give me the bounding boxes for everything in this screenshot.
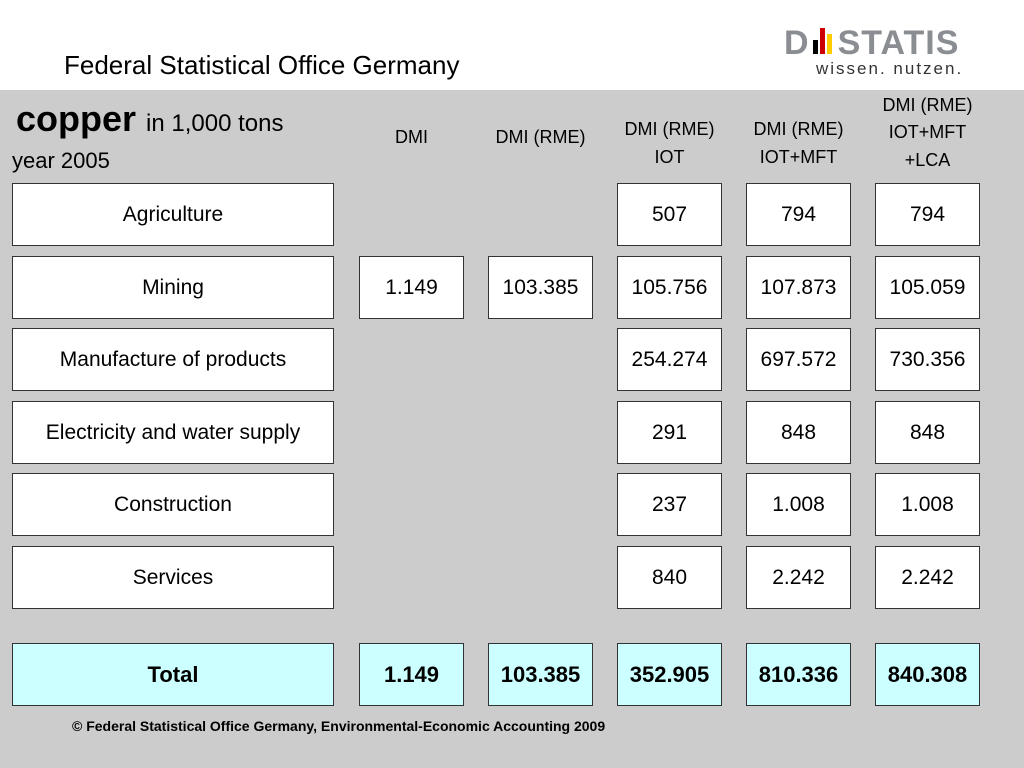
- logo-wordmark: D STATIS: [784, 26, 959, 60]
- value-cell: 254.274: [617, 328, 722, 391]
- value-cell: 105.059: [875, 256, 980, 319]
- copyright-footer: © Federal Statistical Office Germany, En…: [72, 718, 606, 734]
- row-label: Mining: [12, 256, 334, 319]
- value-cell: 1.008: [746, 473, 851, 536]
- year-label: year 2005: [12, 148, 110, 173]
- total-value-cell: 103.385: [488, 643, 593, 706]
- column-header: IOT: [654, 147, 685, 167]
- value-cell: 697.572: [746, 328, 851, 391]
- value-cell: 291: [617, 401, 722, 464]
- value-cell: 794: [746, 183, 851, 246]
- total-value-cell: 352.905: [617, 643, 722, 706]
- column-header: IOT+MFT: [759, 147, 838, 167]
- logo-letter-d: D: [784, 24, 810, 62]
- column-header: DMI (RME): [624, 119, 715, 139]
- header-title: Federal Statistical Office Germany: [64, 50, 460, 80]
- header: Federal Statistical Office Germany D STAT…: [0, 0, 1024, 90]
- value-cell: 2.242: [746, 546, 851, 609]
- value-cell: 794: [875, 183, 980, 246]
- total-label: Total: [12, 643, 334, 706]
- value-cell: 1.149: [359, 256, 464, 319]
- material-name: copper: [16, 98, 137, 139]
- column-header: DMI (RME): [882, 95, 973, 115]
- logo-bars-icon: [811, 28, 837, 54]
- row-label: Construction: [12, 473, 334, 536]
- logo-tagline: wissen. nutzen.: [816, 59, 964, 78]
- column-header: DMI: [395, 127, 428, 147]
- value-cell: 840: [617, 546, 722, 609]
- total-value-cell: 810.336: [746, 643, 851, 706]
- value-cell: 107.873: [746, 256, 851, 319]
- column-header: DMI (RME): [495, 127, 586, 147]
- value-cell: 507: [617, 183, 722, 246]
- value-cell: 2.242: [875, 546, 980, 609]
- value-cell: 1.008: [875, 473, 980, 536]
- total-value-cell: 1.149: [359, 643, 464, 706]
- value-cell: 237: [617, 473, 722, 536]
- logo-letters-statis: STATIS: [837, 24, 960, 62]
- column-header: DMI (RME): [753, 119, 844, 139]
- value-cell: 105.756: [617, 256, 722, 319]
- row-label: Manufacture of products: [12, 328, 334, 391]
- column-header: +LCA: [904, 150, 951, 170]
- unit-label: in 1,000 tons: [146, 110, 284, 137]
- column-header: IOT+MFT: [888, 122, 967, 142]
- value-cell: 848: [875, 401, 980, 464]
- row-label: Services: [12, 546, 334, 609]
- table-title: copper in 1,000 tons: [16, 98, 283, 145]
- value-cell: 103.385: [488, 256, 593, 319]
- total-value-cell: 840.308: [875, 643, 980, 706]
- row-label: Agriculture: [12, 183, 334, 246]
- value-cell: 848: [746, 401, 851, 464]
- value-cell: 730.356: [875, 328, 980, 391]
- destatis-logo: D STATIS wissen. nutzen.: [784, 26, 994, 82]
- row-label: Electricity and water supply: [12, 401, 334, 464]
